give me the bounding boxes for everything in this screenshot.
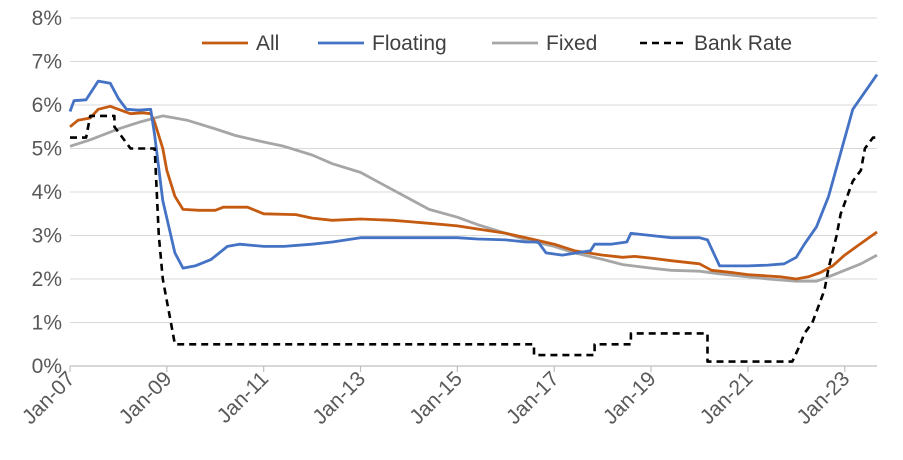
series-line-bank-rate: [70, 114, 877, 363]
x-tick-label: Jan-23: [793, 367, 855, 429]
legend-item-fixed: Fixed: [492, 32, 597, 55]
axes: 0%1%2%3%4%5%6%7%8%Jan-07 Jan-09 Jan-11 Jan-…: [18, 7, 877, 429]
y-tick-label: 5%: [32, 138, 62, 161]
series-line-all: [69, 104, 878, 281]
x-tick-label: Jan-09: [115, 367, 177, 429]
y-tick-label: 3%: [32, 225, 62, 248]
y-tick-label: 4%: [32, 181, 62, 204]
x-tick-label: Jan-11: [213, 367, 274, 428]
y-tick-label: 1%: [32, 312, 62, 335]
series-line-floating: [68, 73, 879, 270]
x-tick-label: Jan-21: [696, 367, 758, 429]
legend: All Floating Fixed Bank Rate: [202, 32, 792, 55]
y-tick-label: 6%: [32, 94, 62, 117]
y-tick-label: 8%: [32, 7, 62, 30]
legend-item-floating: Floating: [318, 32, 447, 55]
y-tick-label: 7%: [32, 51, 62, 74]
x-tick-label: Jan-15: [405, 367, 467, 429]
x-tick-label: Jan-13: [308, 367, 370, 429]
legend-label: All: [256, 32, 279, 55]
legend-label: Floating: [372, 32, 447, 55]
legend-item-all: All: [202, 32, 279, 55]
legend-item-bank-rate: Bank Rate: [640, 32, 792, 55]
legend-label: Bank Rate: [694, 32, 792, 55]
legend-label: Fixed: [546, 32, 597, 55]
y-tick-label: 0%: [32, 355, 62, 378]
y-tick-label: 2%: [32, 268, 62, 291]
series-line-fixed: [69, 114, 878, 283]
gridlines: [70, 17, 877, 323]
x-tick-label: Jan-19: [599, 367, 661, 429]
series-lines: [68, 73, 879, 363]
x-tick-label: Jan-17: [502, 367, 564, 429]
